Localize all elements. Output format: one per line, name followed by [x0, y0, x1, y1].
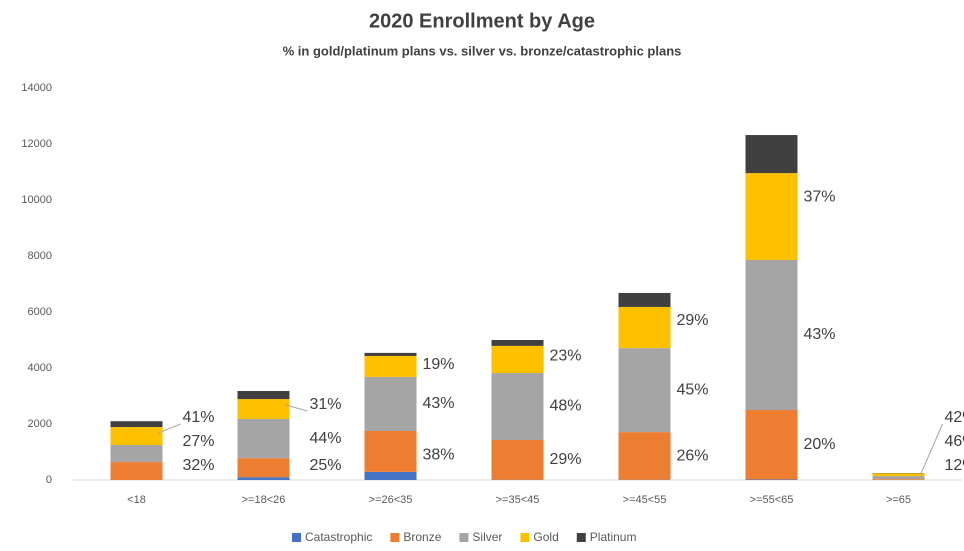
bar-segment — [111, 445, 163, 462]
bar-segment — [746, 135, 798, 173]
leader-line — [921, 424, 943, 475]
segment-label: 20% — [804, 436, 836, 453]
segment-label: 43% — [423, 395, 455, 412]
bar-segment — [619, 307, 671, 348]
bar-segment — [238, 399, 290, 419]
bar-segment — [365, 472, 417, 480]
bar-segment — [111, 427, 163, 445]
y-tick-label: 10000 — [21, 194, 52, 206]
segment-label: 41% — [183, 409, 215, 426]
y-tick-label: 2000 — [28, 418, 52, 430]
legend-label: Gold — [533, 530, 558, 544]
y-tick-label: 6000 — [28, 306, 52, 318]
segment-label: 31% — [310, 396, 342, 413]
legend-label: Platinum — [590, 530, 637, 544]
y-tick-label: 12000 — [21, 138, 52, 150]
bar-segment — [492, 346, 544, 373]
chart-title: 2020 Enrollment by Age — [369, 10, 595, 32]
legend-swatch — [520, 533, 529, 542]
segment-label: 42% — [945, 409, 964, 426]
bar-segment — [365, 431, 417, 472]
bar-segment — [238, 458, 290, 477]
bar-segment — [111, 421, 163, 427]
bar-segment — [873, 476, 925, 479]
bar-segment — [365, 377, 417, 431]
bar-segment — [492, 340, 544, 346]
bar-segment — [492, 373, 544, 440]
y-tick-label: 8000 — [28, 250, 52, 262]
bar-segment — [238, 391, 290, 399]
bar-segment — [746, 260, 798, 410]
bar-segment — [746, 410, 798, 479]
legend-label: Bronze — [403, 530, 441, 544]
segment-label: 12% — [945, 457, 964, 474]
bar-segment — [619, 293, 671, 307]
y-tick-label: 4000 — [28, 362, 52, 374]
bar-segment — [365, 353, 417, 356]
x-tick-label: >=35<45 — [496, 494, 540, 506]
segment-label: 25% — [310, 457, 342, 474]
y-tick-label: 0 — [46, 474, 52, 486]
bar-segment — [619, 348, 671, 432]
legend-swatch — [292, 533, 301, 542]
bar-segment — [873, 473, 925, 476]
segment-label: 29% — [677, 312, 709, 329]
segment-label: 23% — [550, 348, 582, 365]
bar-segment — [619, 432, 671, 480]
x-tick-label: >=18<26 — [242, 494, 286, 506]
legend-label: Catastrophic — [305, 530, 372, 544]
legend-swatch — [390, 533, 399, 542]
segment-label: 46% — [945, 433, 964, 450]
bar-segment — [746, 479, 798, 480]
segment-label: 19% — [423, 356, 455, 373]
segment-label: 48% — [550, 398, 582, 415]
x-tick-label: >=65 — [886, 494, 911, 506]
chart-subtitle: % in gold/platinum plans vs. silver vs. … — [283, 43, 682, 58]
segment-label: 37% — [804, 189, 836, 206]
bar-segment — [365, 356, 417, 377]
segment-label: 44% — [310, 430, 342, 447]
x-tick-label: <18 — [127, 494, 146, 506]
segment-label: 26% — [677, 447, 709, 464]
bar-segment — [111, 462, 163, 480]
bar-segment — [492, 440, 544, 480]
legend-swatch — [577, 533, 586, 542]
bar-segment — [238, 477, 290, 480]
bar-segment — [746, 173, 798, 260]
legend-label: Silver — [472, 530, 502, 544]
y-tick-label: 14000 — [21, 82, 52, 94]
segment-label: 38% — [423, 447, 455, 464]
segment-label: 27% — [183, 433, 215, 450]
bar-segment — [873, 479, 925, 480]
segment-label: 32% — [183, 457, 215, 474]
x-tick-label: >=55<65 — [750, 494, 794, 506]
legend-swatch — [459, 533, 468, 542]
bar-segment — [238, 419, 290, 458]
segment-label: 45% — [677, 381, 709, 398]
x-tick-label: >=45<55 — [623, 494, 667, 506]
segment-label: 43% — [804, 326, 836, 343]
segment-label: 29% — [550, 451, 582, 468]
x-tick-label: >=26<35 — [369, 494, 413, 506]
